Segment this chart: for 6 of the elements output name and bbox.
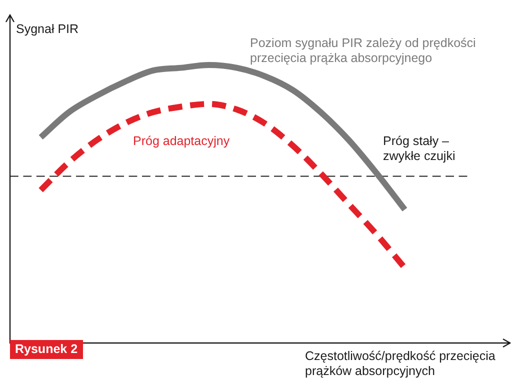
annotation: Rysunek 2 xyxy=(10,340,83,359)
series-label: Próg adaptacyjny xyxy=(133,134,231,149)
x-axis-title: Częstotliwość/prędkość przecięcia prążków absorpcyjnych xyxy=(305,349,496,379)
series-label: Poziom sygnału PIR zależy od prędkości przecięcia prążka absorpcyjnego xyxy=(250,36,477,66)
y-axis-title: Sygnał PIR xyxy=(16,22,79,37)
ref-line-label: Próg stały – zwykłe czujki xyxy=(383,134,456,164)
